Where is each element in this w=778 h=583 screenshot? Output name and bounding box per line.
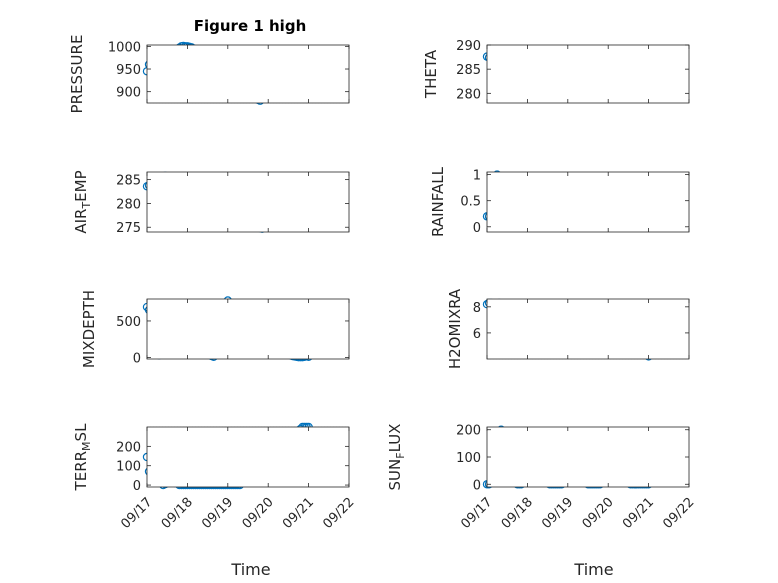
panel-pressure: 1000 950 900 Figure 1 high PRESSURE (68, 17, 350, 114)
y-tick-label: 6 (473, 327, 481, 342)
y-tick-label: 950 (116, 63, 141, 78)
y-tick-label: 100 (456, 451, 481, 466)
y-axis-label: THETA (422, 49, 440, 99)
y-tick-label: 285 (456, 63, 481, 78)
y-tick-label: 0 (473, 478, 481, 493)
x-tick-label: 09/17 (458, 495, 495, 532)
y-tick-label: 0 (473, 221, 481, 236)
x-tick-label: 09/19 (199, 495, 236, 532)
y-tick-label: 1000 (108, 40, 141, 55)
panel-mixdepth: 500 0 MIXDEPTH (80, 290, 350, 368)
x-tick-label: 09/17 (118, 495, 155, 532)
panel-terr-msl: 200 100 0 09/17 09/18 09/19 09/20 09/21 09/22 T… (72, 422, 357, 579)
y-tick-labels: 290 285 280 (456, 39, 481, 102)
y-tick-label: 280 (456, 87, 481, 102)
y-tick-labels: 500 0 (116, 315, 141, 367)
x-tick-label: 09/18 (499, 495, 536, 532)
axes-box (146, 298, 350, 360)
panel-theta: 290 285 280 THETA (422, 39, 690, 104)
y-axis-label-main: SUN (386, 459, 404, 491)
y-tick-labels: 86 (473, 301, 481, 342)
x-tick-label: 09/20 (240, 495, 277, 532)
panel-h2omixra: 86 H2OMIXRA (446, 288, 690, 369)
y-axis-label-rest: LUX (386, 424, 404, 453)
y-tick-labels: 200 100 0 (116, 440, 141, 494)
axes-box (486, 44, 690, 104)
y-tick-label: 0 (133, 479, 141, 494)
y-axis-label-main: TERR (72, 451, 90, 492)
panel-sun-flux: 200 100 0 09/17 09/18 09/19 09/20 09/21 09/22 S… (386, 424, 697, 579)
y-axis-label-subscript: M (80, 441, 93, 451)
y-tick-label: 290 (456, 39, 481, 54)
y-axis-label: RAINFALL (429, 166, 447, 237)
y-axis-label-rest: EMP (72, 170, 90, 201)
y-axis-label: MIXDEPTH (80, 290, 98, 368)
y-axis-label-rest: SL (72, 423, 90, 442)
x-tick-labels: 09/17 09/18 09/19 09/20 09/21 09/22 (118, 495, 357, 532)
x-tick-label: 09/22 (320, 495, 357, 532)
y-tick-label: 0 (133, 352, 141, 367)
axes-box (146, 426, 350, 488)
y-axis-label: H2OMIXRA (446, 288, 464, 369)
y-tick-label: 8 (473, 301, 481, 316)
y-tick-label: 285 (116, 174, 141, 189)
axes-box (146, 171, 350, 233)
y-tick-label: 100 (116, 460, 141, 475)
y-axis-label: AIRTEMP (72, 170, 93, 233)
x-tick-label: 09/19 (539, 495, 576, 532)
axes-box (486, 426, 690, 488)
y-tick-labels: 200 100 0 (456, 424, 481, 494)
y-tick-label: 275 (116, 221, 141, 236)
figure-title: Figure 1 high (194, 17, 307, 35)
axes-box (146, 44, 350, 104)
x-axis-label: Time (573, 560, 613, 579)
y-tick-label: 500 (116, 315, 141, 330)
y-tick-labels: 1000 950 900 (108, 40, 141, 100)
y-tick-label: 200 (116, 440, 141, 455)
y-axis-label: PRESSURE (68, 35, 86, 114)
x-tick-label: 09/22 (660, 495, 697, 532)
y-tick-label: 0.5 (460, 195, 481, 210)
x-tick-label: 09/18 (159, 495, 196, 532)
x-tick-label: 09/21 (280, 495, 317, 532)
x-axis-label: Time (230, 560, 270, 579)
x-tick-labels: 09/17 09/18 09/19 09/20 09/21 09/22 (458, 495, 697, 532)
y-axis-label-subscript: F (394, 452, 407, 458)
y-tick-labels: 285 280 275 (116, 174, 141, 237)
y-tick-label: 280 (116, 197, 141, 212)
x-tick-label: 09/21 (620, 495, 657, 532)
y-tick-label: 1 (473, 169, 481, 184)
y-axis-label-main: AIR (72, 209, 90, 234)
axes-box (486, 298, 690, 360)
axes-box (486, 171, 690, 233)
y-tick-labels: 10.50 (460, 169, 481, 236)
panel-rainfall: 10.50 RAINFALL (429, 166, 690, 237)
x-tick-label: 09/20 (580, 495, 617, 532)
y-tick-label: 900 (116, 86, 141, 101)
y-tick-label: 200 (456, 424, 481, 439)
y-axis-label: SUNFLUX (386, 424, 407, 491)
y-axis-label-subscript: T (80, 202, 93, 210)
y-axis-label: TERRMSL (72, 423, 93, 492)
panel-air-temp: 285 280 275 AIRTEMP (72, 170, 350, 237)
